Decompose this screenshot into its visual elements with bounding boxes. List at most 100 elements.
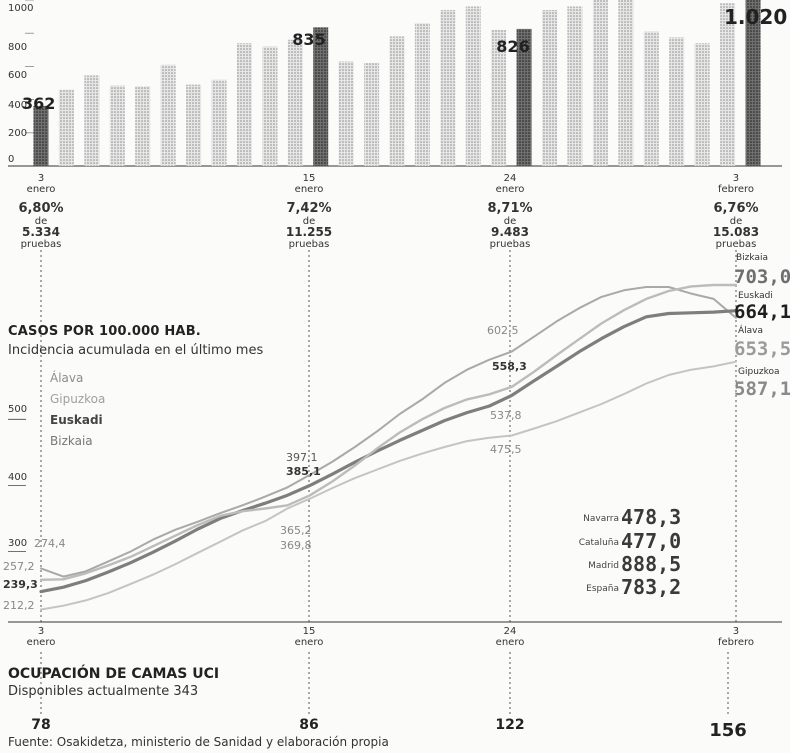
line-series-bizkaia [39, 283, 738, 581]
bar-tests-15: de 11.255 pruebas [285, 216, 333, 250]
end-name-alava: Álava [738, 326, 764, 336]
legend-euskadi: Euskadi [50, 413, 103, 427]
compare-value-cataluna: 477,0 [621, 529, 682, 553]
bar [491, 29, 507, 167]
line-series [39, 283, 738, 611]
line-y-tick-400: 400 [8, 472, 28, 483]
line-y-tick-500: 500 [8, 404, 28, 415]
bar-rate-15: 7,42% [286, 201, 332, 216]
bar-y-tick-400: 400 [8, 100, 28, 111]
line-series-gipuzkoa [40, 360, 737, 611]
end-name-bizkaia: Bizkaia [736, 253, 768, 263]
bar-series [33, 0, 761, 167]
start-label-gipuzkoa: 212,2 [3, 599, 35, 612]
bar-date-start: 3 enero [26, 173, 56, 195]
bar-tests-end: de 15.083 pruebas [712, 216, 760, 250]
start-label-alava: 274,4 [34, 537, 66, 550]
start-label-bizkaia: 257,2 [3, 560, 35, 573]
start-label-euskadi: 239,3 [3, 578, 38, 591]
line-x-tick-24: 24 enero [495, 626, 525, 648]
end-value-bizkaia: 703,0 [734, 266, 790, 288]
bar-y-tick-800: 800 [8, 42, 28, 53]
uci-value-24: 122 [495, 717, 525, 733]
bar [389, 36, 405, 166]
bar [186, 84, 202, 166]
bar [542, 10, 558, 166]
bar-y-tick-600: 600 [8, 70, 28, 81]
bar [160, 64, 176, 166]
bar-highlighted [33, 105, 49, 166]
bar [135, 86, 151, 166]
end-value-alava: 653,5 [734, 338, 790, 360]
compare-name-madrid: Madrid [588, 561, 619, 571]
label-15-bizkaia: 369,8 [280, 539, 312, 552]
bar [643, 31, 659, 166]
bar-highlighted [516, 28, 532, 167]
legend-gipuzkoa: Gipuzkoa [50, 392, 106, 406]
bar [592, 0, 608, 166]
uci-subtitle: Disponibles actualmente 343 [8, 684, 199, 699]
legend-alava: Álava [50, 371, 84, 385]
end-value-gipuzkoa: 587,1 [734, 378, 790, 400]
date-guides [40, 250, 737, 716]
end-name-euskadi: Euskadi [738, 291, 773, 301]
bar-rate-start: 6,80% [18, 201, 64, 216]
bar [236, 43, 252, 167]
compare-name-navarra: Navarra [583, 514, 619, 524]
bar-label-end: 1.020 [724, 5, 788, 29]
bar-label-start: 362 [22, 94, 56, 113]
bar-label-24: 826 [496, 37, 530, 56]
line-chart-grid [8, 418, 26, 552]
label-15-euskadi: 385,1 [286, 465, 321, 478]
bar [84, 75, 100, 166]
line-series-lava [40, 286, 737, 578]
bar [567, 6, 583, 166]
compare-value-madrid: 888,5 [621, 552, 682, 576]
bar [440, 10, 456, 166]
source-note: Fuente: Osakidetza, ministerio de Sanida… [8, 735, 389, 749]
end-name-gipuzkoa: Gipuzkoa [738, 367, 780, 377]
uci-title: OCUPACIÓN DE CAMAS UCI [8, 666, 220, 682]
bar [414, 23, 430, 167]
end-value-euskadi: 664,13 [734, 301, 790, 323]
bar-y-tick-1000: 1000 [8, 3, 34, 14]
compare-name-espana: España [586, 584, 619, 594]
compare-value-navarra: 478,3 [621, 505, 682, 529]
bar [109, 85, 125, 166]
bar-date-end: 3 febrero [717, 173, 755, 195]
bar [465, 6, 481, 166]
uci-value-15: 86 [299, 717, 319, 733]
bar [618, 0, 634, 166]
bar-date-15: 15 enero [294, 173, 324, 195]
label-15-gipuzkoa: 365,2 [280, 524, 312, 537]
bar [211, 79, 227, 166]
line-chart-subtitle: Incidencia acumulada en el último mes [8, 343, 264, 358]
line-x-tick-start: 3 enero [26, 626, 56, 648]
label-15-alava: 397,1 [286, 451, 318, 464]
bar [287, 39, 303, 166]
bar [58, 89, 74, 166]
label-24-gipuzkoa: 475,5 [490, 443, 522, 456]
uci-value-start: 78 [31, 717, 51, 733]
bar-highlighted [313, 27, 329, 167]
bar-tests-24: de 9.483 pruebas [489, 216, 531, 250]
uci-value-end: 156 [709, 720, 747, 741]
line-y-tick-300: 300 [8, 538, 28, 549]
label-24-bizkaia: 537,8 [490, 409, 522, 422]
bar-y-tick-200: 200 [8, 128, 28, 139]
line-x-tick-15: 15 enero [294, 626, 324, 648]
label-24-euskadi: 558,3 [492, 360, 527, 373]
bar [262, 46, 278, 166]
bar [669, 37, 685, 166]
bar [720, 3, 736, 166]
line-chart-title: CASOS POR 100.000 HAB. [8, 324, 201, 339]
legend-bizkaia: Bizkaia [50, 434, 93, 448]
label-24-alava: 602,5 [487, 324, 519, 337]
bar [694, 43, 710, 167]
compare-name-cataluna: Cataluña [578, 538, 619, 548]
bar-label-15: 835 [292, 30, 326, 49]
bar-rate-end: 6,76% [713, 201, 759, 216]
bar [364, 63, 380, 166]
compare-value-espana: 783,2 [621, 575, 682, 599]
